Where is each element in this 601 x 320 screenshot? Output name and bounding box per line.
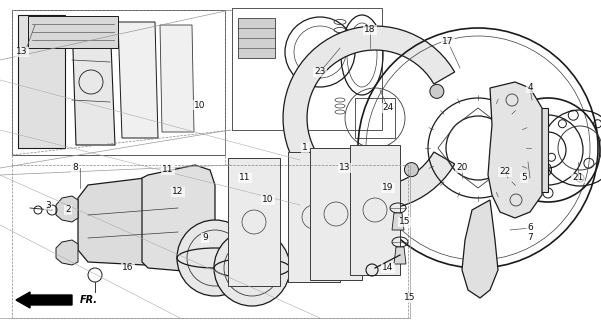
Polygon shape — [488, 82, 542, 218]
Text: 8: 8 — [72, 164, 78, 172]
Text: 13: 13 — [339, 164, 351, 172]
Text: 5: 5 — [521, 173, 527, 182]
Circle shape — [512, 84, 526, 98]
Text: 3: 3 — [45, 201, 51, 210]
FancyArrow shape — [16, 292, 72, 308]
Text: 1: 1 — [302, 143, 308, 153]
Polygon shape — [28, 16, 118, 48]
Polygon shape — [72, 18, 115, 145]
Polygon shape — [283, 26, 455, 210]
Polygon shape — [310, 148, 362, 280]
Polygon shape — [228, 158, 280, 286]
Circle shape — [214, 230, 290, 306]
Text: 20: 20 — [456, 164, 468, 172]
Polygon shape — [392, 213, 404, 230]
Polygon shape — [118, 22, 158, 138]
Text: 10: 10 — [194, 100, 206, 109]
Text: 14: 14 — [382, 263, 394, 273]
Polygon shape — [462, 200, 498, 298]
Polygon shape — [288, 152, 340, 282]
Polygon shape — [394, 247, 406, 264]
Polygon shape — [160, 25, 194, 132]
Polygon shape — [350, 145, 400, 275]
Text: 12: 12 — [172, 188, 184, 196]
Text: 10: 10 — [262, 196, 273, 204]
Text: 22: 22 — [499, 167, 511, 177]
Text: 15: 15 — [399, 218, 410, 227]
Circle shape — [404, 163, 418, 177]
Text: 11: 11 — [162, 165, 174, 174]
Polygon shape — [56, 196, 78, 222]
Text: 4: 4 — [527, 84, 533, 92]
Polygon shape — [78, 178, 178, 265]
Text: 13: 13 — [16, 47, 28, 57]
Circle shape — [471, 211, 485, 225]
Polygon shape — [56, 240, 78, 265]
Circle shape — [177, 220, 253, 296]
Text: 24: 24 — [382, 103, 394, 113]
Text: 6: 6 — [527, 223, 533, 233]
Text: 18: 18 — [364, 26, 376, 35]
Circle shape — [537, 163, 552, 177]
Polygon shape — [534, 108, 548, 192]
Text: 17: 17 — [442, 37, 454, 46]
Text: FR.: FR. — [80, 295, 98, 305]
Text: 15: 15 — [404, 293, 416, 302]
Text: 19: 19 — [382, 183, 394, 193]
Polygon shape — [142, 165, 215, 272]
Text: 16: 16 — [122, 263, 134, 273]
Text: 9: 9 — [202, 234, 208, 243]
Polygon shape — [18, 15, 65, 148]
Text: 21: 21 — [572, 173, 584, 182]
Text: 23: 23 — [314, 68, 326, 76]
Text: 2: 2 — [65, 205, 71, 214]
Text: 11: 11 — [239, 173, 251, 182]
Polygon shape — [238, 18, 275, 58]
Text: 7: 7 — [527, 234, 533, 243]
Circle shape — [430, 84, 444, 98]
